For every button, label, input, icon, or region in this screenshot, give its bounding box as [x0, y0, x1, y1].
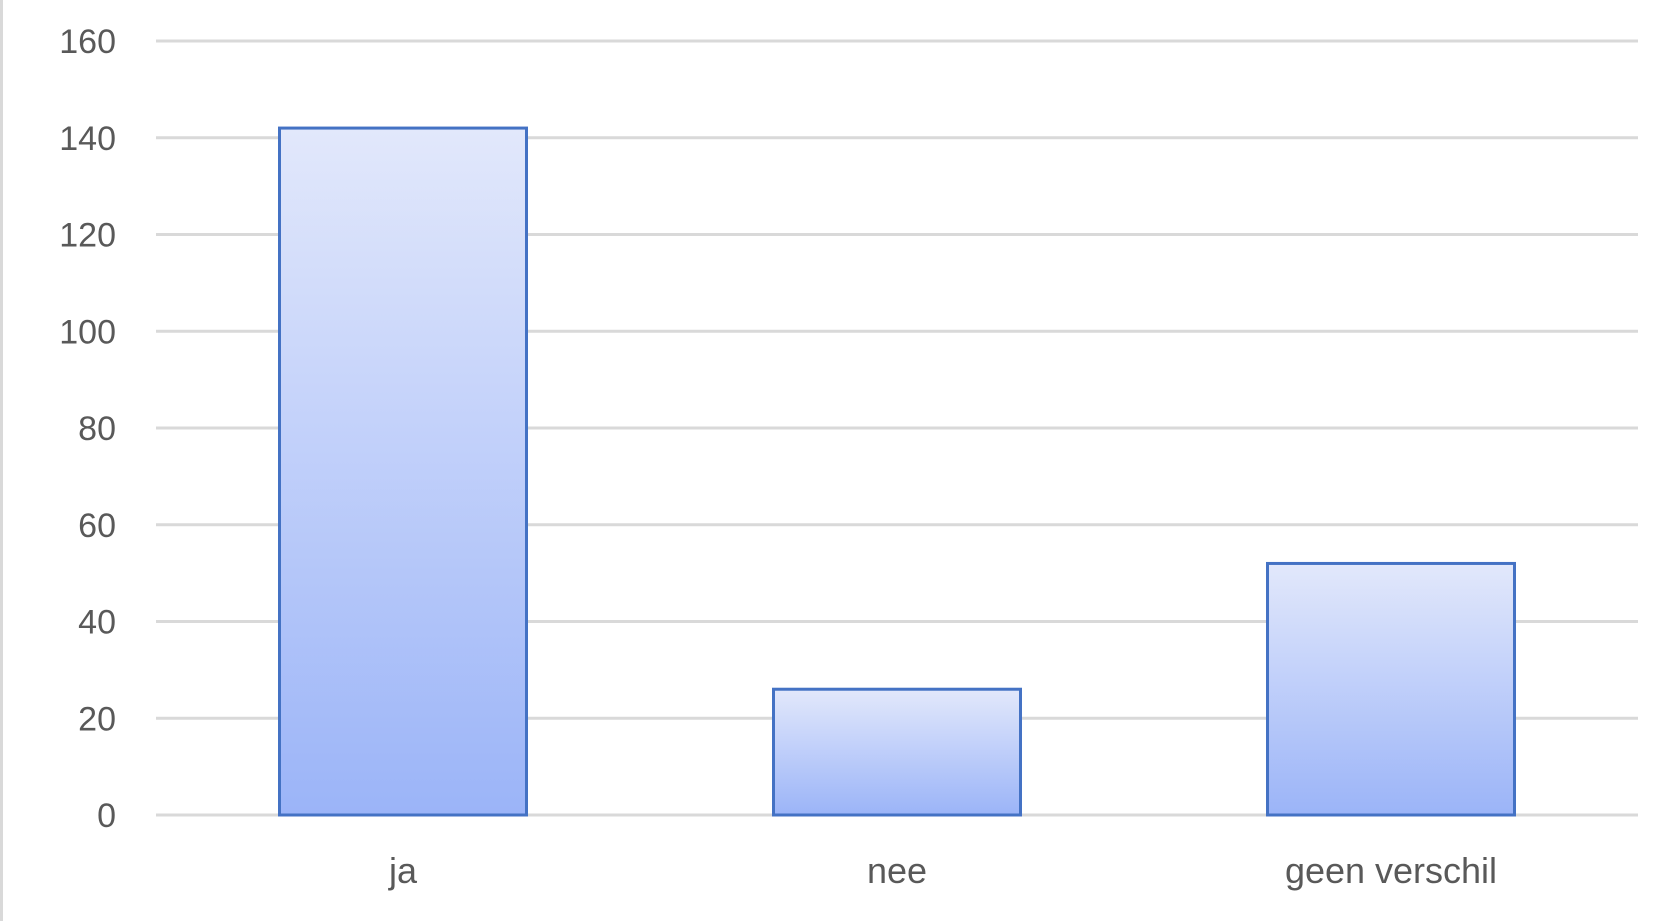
- bar-nee: [772, 687, 1022, 817]
- x-category-label-geen-verschil: geen verschil: [1285, 850, 1497, 891]
- y-tick-label-100: 100: [59, 313, 116, 351]
- x-axis-category-labels: ja nee geen verschil: [388, 850, 1497, 891]
- y-tick-label-0: 0: [97, 797, 116, 835]
- y-tick-label-160: 160: [59, 23, 116, 61]
- y-tick-label-140: 140: [59, 120, 116, 158]
- y-tick-label-80: 80: [78, 410, 116, 448]
- bars: [278, 126, 1516, 817]
- x-category-label-nee: nee: [867, 850, 927, 891]
- y-tick-label-20: 20: [78, 700, 116, 738]
- y-axis-tick-labels: 0 20 40 60 80 100 120 140 160: [59, 23, 116, 835]
- bar-chart: 0 20 40 60 80 100 120 140 160 ja nee geen verschil: [59, 23, 1638, 891]
- x-category-label-ja: ja: [388, 850, 418, 891]
- y-tick-label-120: 120: [59, 217, 116, 255]
- bar-geen-verschil: [1266, 561, 1516, 817]
- y-tick-label-40: 40: [78, 604, 116, 642]
- bar-ja: [278, 126, 528, 817]
- y-tick-label-60: 60: [78, 507, 116, 545]
